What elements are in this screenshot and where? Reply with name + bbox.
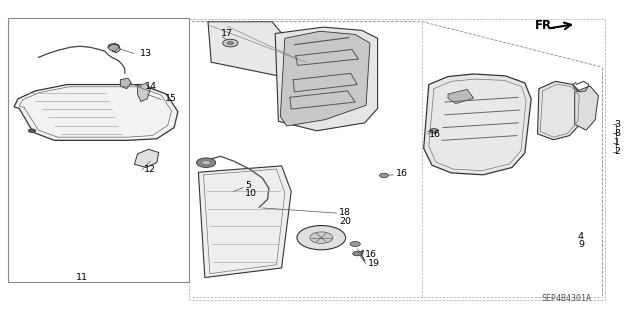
Text: 14: 14 bbox=[145, 82, 157, 91]
Circle shape bbox=[429, 129, 438, 133]
Polygon shape bbox=[109, 43, 119, 52]
Text: 11: 11 bbox=[76, 273, 88, 282]
Circle shape bbox=[297, 226, 346, 250]
Bar bbox=[8, 18, 189, 282]
Text: 18: 18 bbox=[339, 208, 351, 217]
Text: 15: 15 bbox=[165, 94, 177, 103]
Circle shape bbox=[202, 160, 211, 165]
Text: 19: 19 bbox=[368, 259, 380, 268]
Polygon shape bbox=[275, 27, 378, 131]
Polygon shape bbox=[120, 78, 131, 89]
Polygon shape bbox=[134, 149, 159, 167]
Polygon shape bbox=[448, 89, 474, 104]
Text: FR.: FR. bbox=[534, 19, 556, 32]
Text: 9: 9 bbox=[578, 241, 584, 249]
Circle shape bbox=[227, 41, 234, 45]
Text: 3: 3 bbox=[614, 120, 621, 129]
Polygon shape bbox=[575, 86, 598, 130]
Text: 12: 12 bbox=[144, 165, 156, 174]
Text: 16: 16 bbox=[365, 250, 377, 259]
Text: 10: 10 bbox=[245, 189, 257, 198]
Circle shape bbox=[310, 232, 333, 243]
Circle shape bbox=[350, 241, 360, 247]
Polygon shape bbox=[424, 74, 531, 175]
Text: 4: 4 bbox=[578, 232, 584, 241]
Polygon shape bbox=[208, 22, 307, 77]
Circle shape bbox=[196, 158, 216, 167]
Text: SEP4B4301A: SEP4B4301A bbox=[541, 294, 591, 303]
Circle shape bbox=[380, 173, 388, 178]
Polygon shape bbox=[538, 81, 582, 140]
Text: 17: 17 bbox=[221, 29, 233, 38]
Text: 5: 5 bbox=[245, 181, 251, 189]
Text: 2: 2 bbox=[614, 147, 620, 156]
Circle shape bbox=[353, 251, 362, 256]
Text: 8: 8 bbox=[614, 129, 620, 138]
Text: 1: 1 bbox=[614, 138, 620, 147]
Text: 16: 16 bbox=[429, 130, 441, 139]
Polygon shape bbox=[280, 31, 370, 126]
Circle shape bbox=[223, 39, 238, 47]
Text: 13: 13 bbox=[140, 49, 152, 58]
Polygon shape bbox=[198, 166, 291, 278]
Polygon shape bbox=[138, 84, 150, 101]
Text: 16: 16 bbox=[396, 169, 408, 178]
Polygon shape bbox=[14, 85, 178, 140]
Text: 20: 20 bbox=[339, 217, 351, 226]
Circle shape bbox=[28, 129, 36, 133]
